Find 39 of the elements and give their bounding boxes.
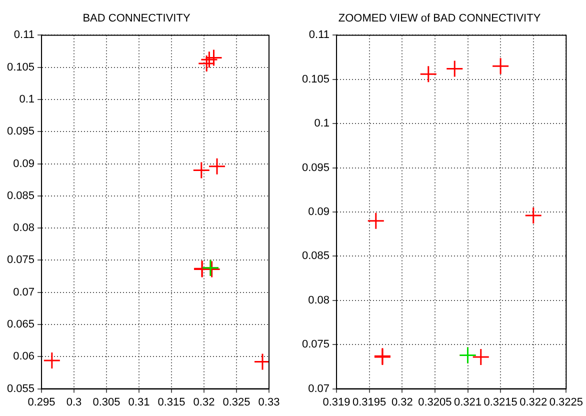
y-tick-label: 0.11	[308, 29, 330, 42]
x-tick-label: 0.305	[92, 396, 120, 408]
x-tick-label: 0.32	[391, 396, 413, 408]
y-tick-label: 0.07	[13, 286, 35, 298]
y-tick-label: 0.1	[19, 94, 35, 106]
y-tick-label: 0.105	[302, 73, 330, 86]
y-tick-label: 0.11	[14, 29, 35, 42]
y-tick-label: 0.085	[302, 250, 330, 262]
chart-title: ZOOMED VIEW of BAD CONNECTIVITY	[338, 12, 542, 25]
x-tick-label: 0.31	[128, 396, 150, 408]
y-tick-label: 0.06	[13, 350, 35, 363]
y-tick-label: 0.1	[314, 118, 330, 130]
x-tick-label: 0.321	[454, 396, 482, 408]
x-tick-label: 0.32	[193, 396, 215, 408]
x-tick-label: 0.295	[28, 396, 56, 408]
y-tick-label: 0.075	[302, 338, 330, 351]
y-tick-label: 0.07	[308, 382, 330, 395]
y-tick-label: 0.095	[302, 162, 330, 174]
x-tick-label: 0.325	[222, 396, 250, 408]
y-tick-label: 0.09	[308, 206, 330, 218]
y-tick-label: 0.085	[6, 190, 35, 202]
y-tick-label: 0.055	[6, 382, 35, 395]
x-tick-label: 0.322	[520, 396, 548, 408]
x-tick-label: 0.3225	[549, 396, 584, 408]
y-tick-label: 0.075	[6, 254, 35, 266]
y-tick-label: 0.08	[13, 222, 35, 234]
y-tick-label: 0.105	[6, 61, 35, 74]
x-tick-label: 0.3	[66, 396, 82, 408]
y-tick-label: 0.095	[6, 126, 35, 138]
x-tick-label: 0.33	[258, 396, 280, 408]
y-tick-label: 0.065	[6, 318, 35, 331]
y-tick-label: 0.09	[13, 158, 35, 170]
x-tick-label: 0.319	[322, 396, 350, 408]
x-tick-label: 0.3195	[352, 396, 386, 408]
x-tick-label: 0.3215	[484, 396, 518, 408]
x-tick-label: 0.315	[158, 396, 186, 408]
x-tick-label: 0.3205	[418, 396, 452, 408]
y-tick-label: 0.08	[308, 294, 330, 306]
chart-title: BAD CONNECTIVITY	[82, 12, 191, 25]
